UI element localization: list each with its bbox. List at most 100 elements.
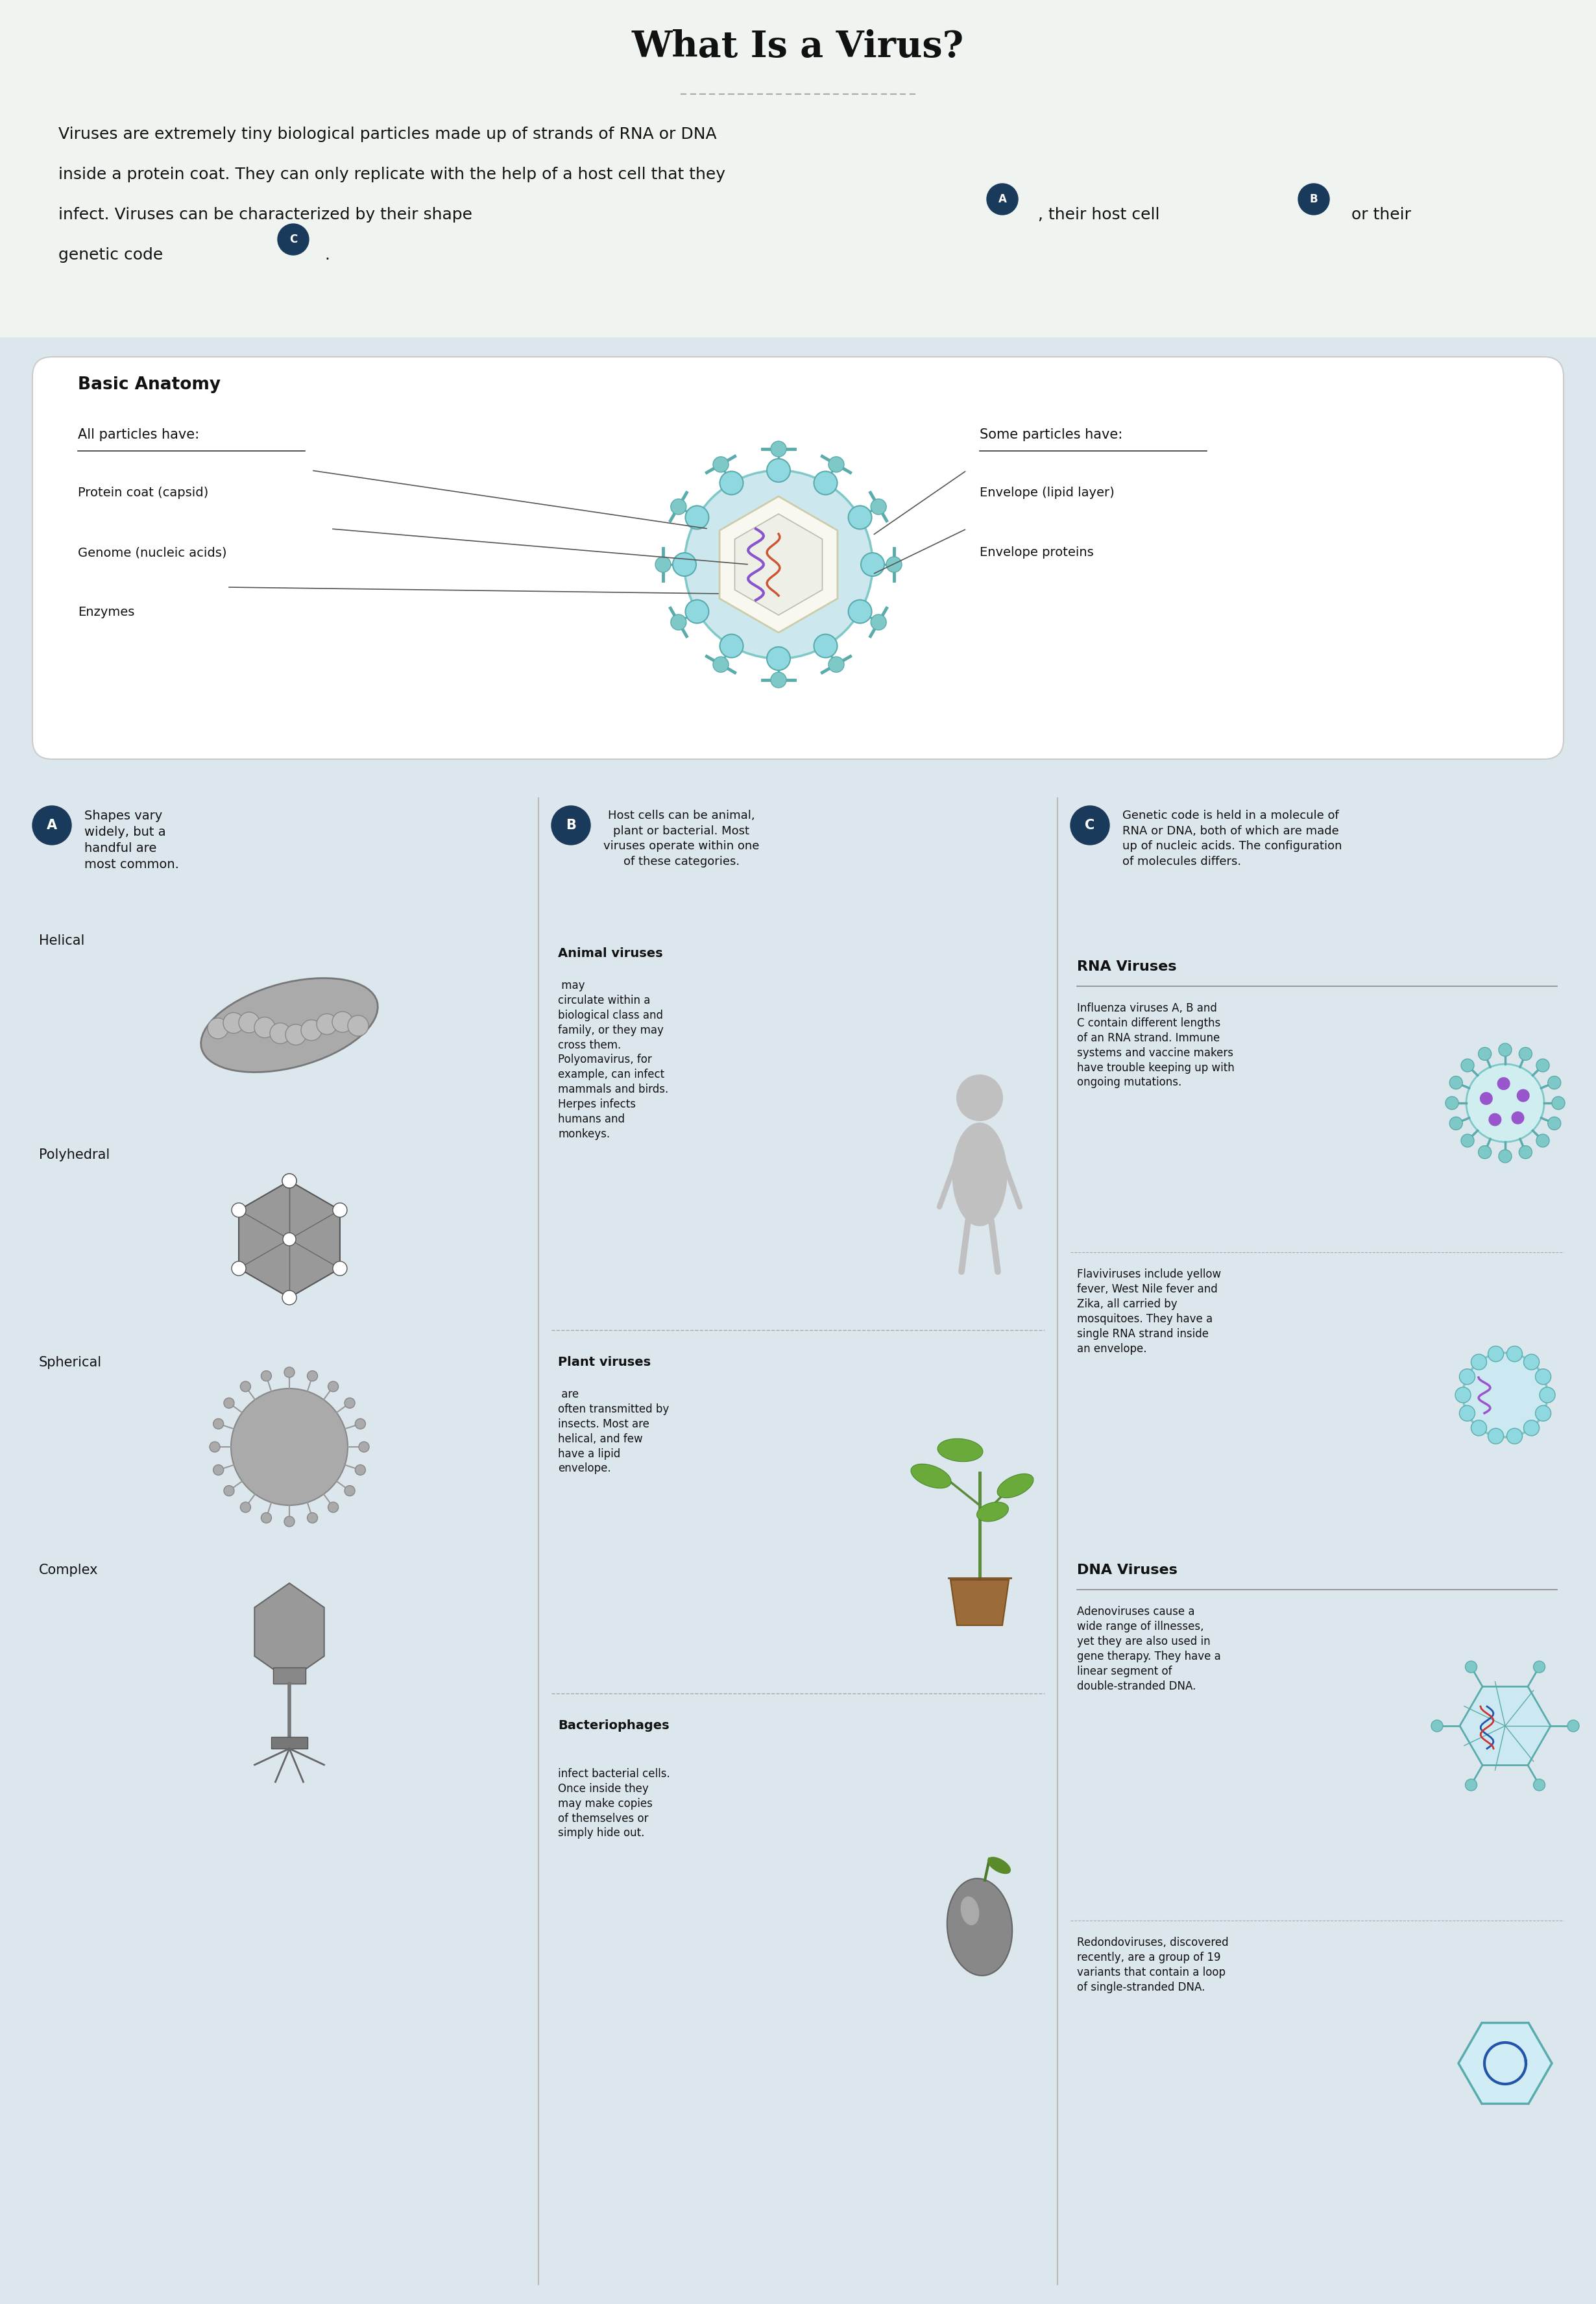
Circle shape [814, 472, 838, 495]
Polygon shape [1459, 2023, 1551, 2104]
Circle shape [656, 558, 670, 571]
Polygon shape [951, 1581, 1009, 1624]
Bar [271, 1737, 308, 1749]
Circle shape [1519, 1145, 1532, 1159]
Circle shape [860, 553, 884, 576]
Circle shape [1497, 1076, 1510, 1090]
Ellipse shape [977, 1502, 1009, 1521]
Text: Viruses are extremely tiny biological particles made up of strands of RNA or DNA: Viruses are extremely tiny biological pa… [59, 127, 717, 143]
Circle shape [1478, 1145, 1491, 1159]
Circle shape [713, 456, 729, 472]
Polygon shape [254, 1583, 324, 1680]
Ellipse shape [201, 979, 378, 1071]
Text: A: A [46, 818, 57, 832]
Text: Bacteriophages: Bacteriophages [559, 1719, 669, 1733]
Circle shape [1567, 1721, 1578, 1733]
Circle shape [1551, 1097, 1564, 1111]
Circle shape [720, 472, 744, 495]
Text: A: A [998, 194, 1007, 205]
Text: C: C [1085, 818, 1095, 832]
Text: Helical: Helical [38, 935, 85, 947]
Circle shape [871, 500, 886, 514]
Circle shape [334, 1203, 346, 1217]
Circle shape [207, 1018, 228, 1039]
Circle shape [223, 1011, 244, 1032]
Text: inside a protein coat. They can only replicate with the help of a host cell that: inside a protein coat. They can only rep… [59, 166, 725, 182]
Circle shape [231, 1203, 246, 1217]
Text: Spherical: Spherical [38, 1357, 102, 1369]
Circle shape [282, 1290, 297, 1304]
Text: B: B [565, 818, 576, 832]
Circle shape [306, 1371, 318, 1380]
Text: B: B [1310, 194, 1318, 205]
Circle shape [713, 657, 729, 673]
Circle shape [1507, 1428, 1523, 1445]
Circle shape [262, 1514, 271, 1523]
Circle shape [849, 507, 871, 530]
Text: Genome (nucleic acids): Genome (nucleic acids) [78, 546, 227, 558]
Text: Flaviviruses include yellow
fever, West Nile fever and
Zika, all carried by
mosq: Flaviviruses include yellow fever, West … [1077, 1270, 1221, 1355]
Text: Envelope (lipid layer): Envelope (lipid layer) [980, 486, 1114, 500]
Circle shape [1472, 1355, 1486, 1371]
Text: All particles have:: All particles have: [78, 429, 200, 440]
Circle shape [1534, 1661, 1545, 1673]
Circle shape [814, 634, 838, 657]
Text: genetic code: genetic code [59, 247, 163, 263]
Circle shape [282, 1173, 297, 1189]
Circle shape [1298, 184, 1329, 214]
Circle shape [1507, 1346, 1523, 1362]
Text: Influenza viruses A, B and
C contain different lengths
of an RNA strand. Immune
: Influenza viruses A, B and C contain dif… [1077, 1002, 1234, 1087]
Circle shape [552, 806, 591, 846]
Text: Redondoviruses, discovered
recently, are a group of 19
variants that contain a l: Redondoviruses, discovered recently, are… [1077, 1938, 1229, 1993]
Circle shape [1499, 1150, 1511, 1164]
Circle shape [1487, 1428, 1503, 1445]
Circle shape [1449, 1076, 1462, 1090]
Circle shape [1465, 1779, 1476, 1790]
Ellipse shape [911, 1463, 951, 1488]
Text: C: C [289, 233, 297, 244]
Circle shape [284, 1366, 295, 1378]
Text: Basic Anatomy: Basic Anatomy [78, 376, 220, 394]
Circle shape [828, 456, 844, 472]
Text: Polyhedral: Polyhedral [38, 1147, 110, 1161]
Circle shape [262, 1371, 271, 1380]
Text: , their host cell: , their host cell [1037, 207, 1160, 223]
Circle shape [1479, 1092, 1492, 1106]
Text: infect. Viruses can be characterized by their shape: infect. Viruses can be characterized by … [59, 207, 472, 223]
Circle shape [345, 1399, 354, 1408]
Text: .: . [324, 247, 330, 263]
Circle shape [1071, 806, 1109, 846]
Circle shape [223, 1486, 235, 1495]
Circle shape [356, 1465, 365, 1475]
Circle shape [1524, 1419, 1539, 1435]
Circle shape [1467, 1064, 1543, 1143]
Text: Plant viruses: Plant viruses [559, 1357, 651, 1369]
Text: Enzymes: Enzymes [78, 606, 134, 617]
Text: What Is a Virus?: What Is a Virus? [632, 30, 964, 65]
Text: or their: or their [1345, 207, 1411, 223]
Circle shape [1511, 1111, 1524, 1124]
Polygon shape [239, 1182, 340, 1297]
Circle shape [886, 558, 902, 571]
Circle shape [766, 458, 790, 482]
Circle shape [1465, 1661, 1476, 1673]
Circle shape [1534, 1779, 1545, 1790]
Circle shape [231, 1260, 246, 1276]
Circle shape [214, 1465, 223, 1475]
Circle shape [849, 599, 871, 622]
Ellipse shape [937, 1438, 983, 1461]
Circle shape [270, 1023, 290, 1044]
Circle shape [1535, 1369, 1551, 1385]
Circle shape [278, 223, 308, 256]
Circle shape [685, 599, 709, 622]
Circle shape [871, 615, 886, 629]
Circle shape [306, 1514, 318, 1523]
Circle shape [241, 1382, 251, 1392]
Circle shape [1464, 1352, 1548, 1438]
Ellipse shape [988, 1857, 1010, 1873]
Circle shape [1432, 1721, 1443, 1733]
Circle shape [1524, 1355, 1539, 1371]
Circle shape [209, 1442, 220, 1452]
Circle shape [286, 1025, 306, 1046]
Ellipse shape [946, 1878, 1012, 1975]
